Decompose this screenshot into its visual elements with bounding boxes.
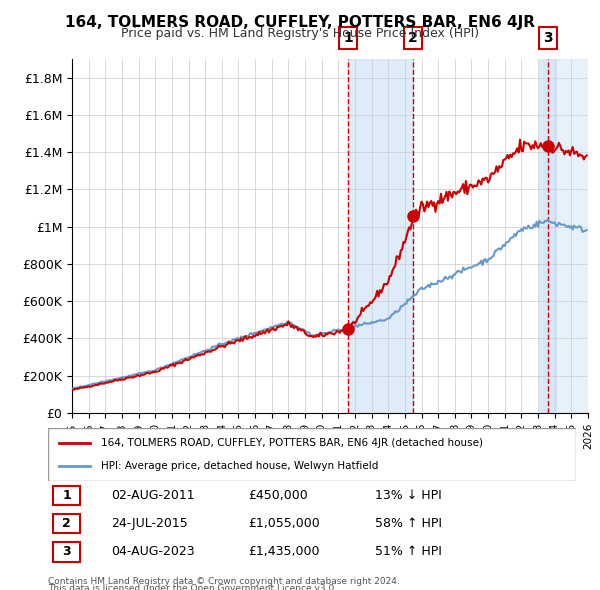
Text: 1: 1 bbox=[343, 31, 353, 45]
Text: 24-JUL-2015: 24-JUL-2015 bbox=[112, 517, 188, 530]
Text: 3: 3 bbox=[62, 545, 71, 559]
Text: 2: 2 bbox=[62, 517, 71, 530]
FancyBboxPatch shape bbox=[53, 542, 80, 562]
Text: £1,435,000: £1,435,000 bbox=[248, 545, 320, 559]
Text: This data is licensed under the Open Government Licence v3.0.: This data is licensed under the Open Gov… bbox=[48, 584, 337, 590]
Text: HPI: Average price, detached house, Welwyn Hatfield: HPI: Average price, detached house, Welw… bbox=[101, 461, 378, 471]
Text: Price paid vs. HM Land Registry's House Price Index (HPI): Price paid vs. HM Land Registry's House … bbox=[121, 27, 479, 40]
Text: 13% ↓ HPI: 13% ↓ HPI bbox=[376, 489, 442, 502]
Text: 2: 2 bbox=[409, 31, 418, 45]
Text: 1: 1 bbox=[62, 489, 71, 502]
Text: 51% ↑ HPI: 51% ↑ HPI bbox=[376, 545, 442, 559]
Bar bbox=[543, 59, 588, 413]
Text: 04-AUG-2023: 04-AUG-2023 bbox=[112, 545, 195, 559]
FancyBboxPatch shape bbox=[53, 486, 80, 505]
Bar bbox=[348, 59, 413, 413]
Text: 02-AUG-2011: 02-AUG-2011 bbox=[112, 489, 195, 502]
Bar bbox=[539, 59, 556, 413]
Text: 164, TOLMERS ROAD, CUFFLEY, POTTERS BAR, EN6 4JR (detached house): 164, TOLMERS ROAD, CUFFLEY, POTTERS BAR,… bbox=[101, 438, 483, 448]
Text: 164, TOLMERS ROAD, CUFFLEY, POTTERS BAR, EN6 4JR: 164, TOLMERS ROAD, CUFFLEY, POTTERS BAR,… bbox=[65, 15, 535, 30]
Text: 3: 3 bbox=[543, 31, 553, 45]
FancyBboxPatch shape bbox=[53, 514, 80, 533]
Text: 58% ↑ HPI: 58% ↑ HPI bbox=[376, 517, 442, 530]
Text: Contains HM Land Registry data © Crown copyright and database right 2024.: Contains HM Land Registry data © Crown c… bbox=[48, 577, 400, 586]
FancyBboxPatch shape bbox=[48, 428, 576, 481]
Text: £450,000: £450,000 bbox=[248, 489, 308, 502]
Text: £1,055,000: £1,055,000 bbox=[248, 517, 320, 530]
